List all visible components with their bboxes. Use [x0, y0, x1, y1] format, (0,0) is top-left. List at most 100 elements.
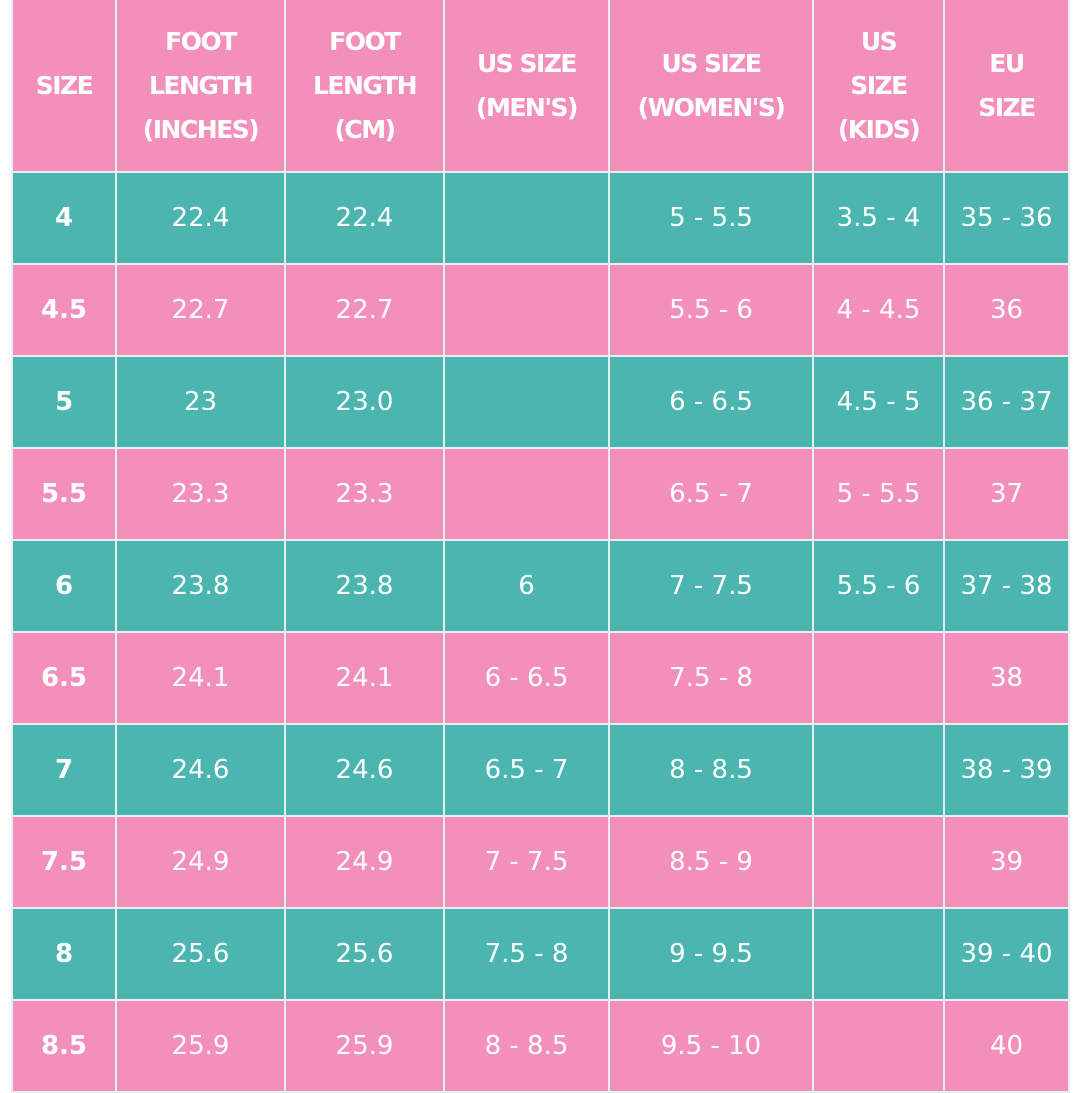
cell-size: 6	[11, 539, 117, 633]
table-body: 4 22.4 22.4 5 - 5.5 3.5 - 4 35 - 36 4.5 22.7 22.…	[11, 171, 1070, 1093]
cell-us-mens: 6	[443, 539, 610, 633]
header-text: SIZE	[35, 70, 94, 100]
header-text: US SIZE	[476, 48, 578, 78]
cell-foot-length-cm: 24.1	[284, 631, 445, 725]
cell-us-womens: 8 - 8.5	[608, 723, 814, 817]
cell-foot-length-cm: 24.6	[284, 723, 445, 817]
cell-us-mens: 8 - 8.5	[443, 999, 610, 1093]
cell-size: 5	[11, 355, 117, 449]
cell-us-kids	[812, 723, 945, 817]
cell-us-mens: 6 - 6.5	[443, 631, 610, 725]
size-chart: SIZE FOOT LENGTH (INCHES) FOOT LENGTH (C…	[11, 0, 1070, 1093]
cell-size: 7	[11, 723, 117, 817]
cell-foot-length-cm: 23.8	[284, 539, 445, 633]
header-text: FOOT	[165, 26, 237, 56]
cell-foot-length-cm: 25.6	[284, 907, 445, 1001]
header-us-size-womens: US SIZE (WOMEN'S)	[608, 0, 814, 173]
cell-us-kids	[812, 815, 945, 909]
header-text: (CM)	[334, 114, 396, 144]
cell-us-mens: 6.5 - 7	[443, 723, 610, 817]
header-text: (WOMEN'S)	[637, 92, 786, 122]
cell-eu-size: 37	[943, 447, 1070, 541]
cell-foot-length-cm: 22.7	[284, 263, 445, 357]
cell-us-mens	[443, 355, 610, 449]
cell-foot-length-inches: 24.1	[115, 631, 286, 725]
cell-foot-length-inches: 23.3	[115, 447, 286, 541]
cell-size: 8.5	[11, 999, 117, 1093]
cell-eu-size: 39 - 40	[943, 907, 1070, 1001]
cell-us-mens	[443, 447, 610, 541]
cell-us-kids	[812, 631, 945, 725]
table-row: 6 23.8 23.8 6 7 - 7.5 5.5 - 6 37 - 38	[11, 539, 1070, 633]
cell-us-womens: 7.5 - 8	[608, 631, 814, 725]
cell-eu-size: 38	[943, 631, 1070, 725]
cell-foot-length-cm: 25.9	[284, 999, 445, 1093]
cell-foot-length-inches: 25.9	[115, 999, 286, 1093]
header-us-size-mens: US SIZE (MEN'S)	[443, 0, 610, 173]
cell-foot-length-cm: 24.9	[284, 815, 445, 909]
cell-us-mens	[443, 263, 610, 357]
cell-us-womens: 6.5 - 7	[608, 447, 814, 541]
header-text: SIZE	[978, 92, 1036, 122]
cell-us-kids: 3.5 - 4	[812, 171, 945, 265]
cell-us-womens: 9 - 9.5	[608, 907, 814, 1001]
cell-size: 4.5	[11, 263, 117, 357]
header-eu-size: EU SIZE	[943, 0, 1070, 173]
cell-foot-length-inches: 23.8	[115, 539, 286, 633]
header-text: LENGTH	[149, 70, 254, 100]
cell-us-mens: 7 - 7.5	[443, 815, 610, 909]
header-text: US	[860, 26, 898, 56]
cell-us-womens: 6 - 6.5	[608, 355, 814, 449]
cell-us-kids: 5 - 5.5	[812, 447, 945, 541]
cell-us-kids	[812, 999, 945, 1093]
cell-us-mens	[443, 171, 610, 265]
header-text: LENGTH	[313, 70, 418, 100]
table-row: 4 22.4 22.4 5 - 5.5 3.5 - 4 35 - 36	[11, 171, 1070, 265]
table-row: 6.5 24.1 24.1 6 - 6.5 7.5 - 8 38	[11, 631, 1070, 725]
cell-size: 4	[11, 171, 117, 265]
header-text: (INCHES)	[142, 114, 260, 144]
cell-size: 6.5	[11, 631, 117, 725]
cell-size: 5.5	[11, 447, 117, 541]
cell-eu-size: 36	[943, 263, 1070, 357]
cell-eu-size: 35 - 36	[943, 171, 1070, 265]
cell-us-kids: 5.5 - 6	[812, 539, 945, 633]
cell-us-kids: 4.5 - 5	[812, 355, 945, 449]
cell-foot-length-cm: 23.0	[284, 355, 445, 449]
cell-foot-length-inches: 22.4	[115, 171, 286, 265]
cell-eu-size: 38 - 39	[943, 723, 1070, 817]
cell-us-womens: 7 - 7.5	[608, 539, 814, 633]
cell-eu-size: 36 - 37	[943, 355, 1070, 449]
cell-foot-length-cm: 22.4	[284, 171, 445, 265]
cell-us-kids: 4 - 4.5	[812, 263, 945, 357]
cell-foot-length-inches: 25.6	[115, 907, 286, 1001]
cell-foot-length-inches: 24.6	[115, 723, 286, 817]
cell-us-kids	[812, 907, 945, 1001]
header-size: SIZE	[11, 0, 117, 173]
cell-eu-size: 40	[943, 999, 1070, 1093]
header-us-size-kids: US SIZE (KIDS)	[812, 0, 945, 173]
cell-us-womens: 5 - 5.5	[608, 171, 814, 265]
header-text: (MEN'S)	[476, 92, 578, 122]
header-foot-length-inches: FOOT LENGTH (INCHES)	[115, 0, 286, 173]
cell-us-womens: 9.5 - 10	[608, 999, 814, 1093]
cell-foot-length-inches: 23	[115, 355, 286, 449]
cell-us-mens: 7.5 - 8	[443, 907, 610, 1001]
cell-eu-size: 37 - 38	[943, 539, 1070, 633]
size-chart-table: SIZE FOOT LENGTH (INCHES) FOOT LENGTH (C…	[11, 0, 1070, 1093]
header-text: (KIDS)	[837, 114, 921, 144]
table-row: 5 23 23.0 6 - 6.5 4.5 - 5 36 - 37	[11, 355, 1070, 449]
header-row: SIZE FOOT LENGTH (INCHES) FOOT LENGTH (C…	[11, 0, 1070, 173]
table-row: 7.5 24.9 24.9 7 - 7.5 8.5 - 9 39	[11, 815, 1070, 909]
header-text: EU	[989, 48, 1025, 78]
header-text: SIZE	[850, 70, 908, 100]
cell-us-womens: 5.5 - 6	[608, 263, 814, 357]
cell-size: 7.5	[11, 815, 117, 909]
header-text: FOOT	[329, 26, 401, 56]
cell-size: 8	[11, 907, 117, 1001]
header-text: US SIZE	[661, 48, 762, 78]
